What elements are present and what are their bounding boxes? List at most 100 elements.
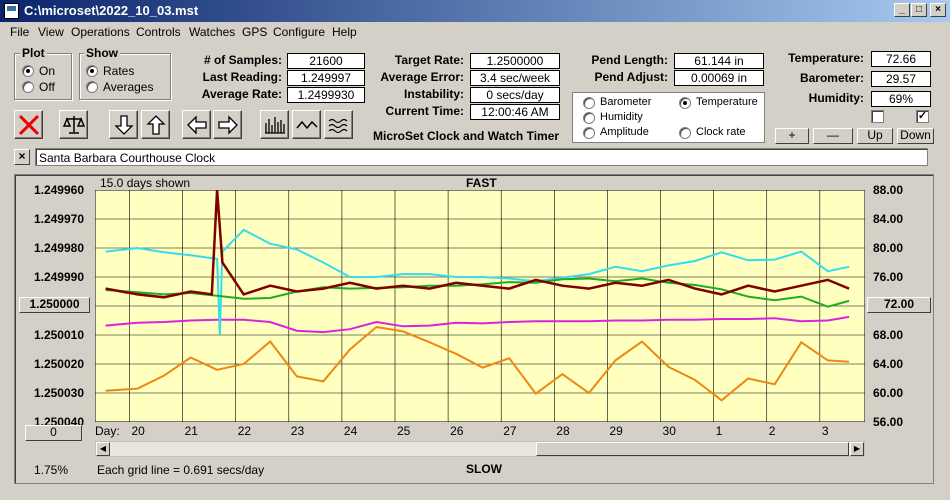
legend-humidity-radio[interactable] [583, 112, 595, 124]
right-axis-tick-label: 60.00 [873, 386, 904, 400]
minimize-button[interactable]: _ [894, 3, 910, 17]
barometer-field: 29.57 [871, 71, 931, 87]
target-rate-label: Target Rate: [394, 53, 464, 67]
app-caption: MicroSet Clock and Watch Timer [373, 129, 560, 143]
scroll-thumb[interactable] [536, 442, 849, 456]
close-clock-button[interactable]: × [14, 149, 30, 165]
pend-length-label: Pend Length: [591, 53, 668, 67]
legend-temperature-radio[interactable] [679, 97, 691, 109]
down-arrow-icon [114, 115, 134, 135]
series-amplitude [105, 228, 850, 336]
legend-amplitude-label[interactable]: Amplitude [600, 126, 649, 138]
menu-view[interactable]: View [38, 25, 64, 39]
plot-group-title: Plot [20, 46, 47, 60]
left-axis-tick-label: 1.249980 [33, 241, 84, 255]
scroll-right-button[interactable] [213, 110, 242, 139]
show-averages-label[interactable]: Averages [103, 80, 154, 94]
grid-note-label: Each grid line = 0.691 secs/day [97, 463, 265, 477]
show-rates-label[interactable]: Rates [103, 64, 135, 78]
last-reading-field: 1.249997 [287, 70, 365, 86]
histogram-button[interactable] [260, 110, 289, 139]
legend-clock-rate-label[interactable]: Clock rate [696, 126, 746, 138]
x-axis-tick-label: 26 [450, 424, 464, 438]
x-axis-tick-label: 28 [556, 424, 570, 438]
plot-off-radio[interactable] [22, 81, 34, 93]
legend-box: Barometer Temperature Humidity Amplitude… [572, 92, 765, 143]
instability-label: Instability: [403, 87, 464, 101]
pend-length-field[interactable]: 61.144 in [674, 53, 764, 69]
average-error-label: Average Error: [380, 70, 464, 84]
temperature-field: 72.66 [871, 51, 931, 67]
x-axis-tick-label: 23 [290, 424, 305, 438]
series-humidity [105, 315, 850, 334]
plot-on-label[interactable]: On [39, 64, 56, 78]
plus-button[interactable]: + [775, 128, 809, 144]
scroll-down-button[interactable] [109, 110, 138, 139]
menu-watches[interactable]: Watches [189, 25, 236, 39]
minus-button[interactable]: — [813, 128, 853, 144]
barometer-label: Barometer: [799, 71, 864, 85]
day-label: Day: [95, 424, 120, 438]
up-arrow-icon [146, 115, 166, 135]
scroll-left-button[interactable] [182, 110, 211, 139]
line-plot-button[interactable] [292, 110, 321, 139]
last-reading-label: Last Reading: [202, 70, 282, 84]
target-rate-field[interactable]: 1.2500000 [470, 53, 560, 69]
legend-temperature-label[interactable]: Temperature [696, 96, 758, 108]
balance-scale-icon [62, 116, 86, 134]
scroll-left-arrow-icon[interactable]: ◀ [96, 442, 110, 456]
days-shown-label: 15.0 days shown [100, 176, 191, 190]
right-arrow-icon [218, 115, 238, 135]
right-axis-tick-label: 56.00 [873, 415, 904, 429]
show-averages-radio[interactable] [86, 81, 98, 93]
left-offset-button[interactable]: 1.250000 [19, 297, 90, 313]
right-offset-button[interactable]: 72.00 [867, 297, 931, 313]
average-rate-label: Average Rate: [201, 87, 282, 101]
show-rates-radio[interactable] [86, 65, 98, 77]
legend-amplitude-radio[interactable] [583, 127, 595, 139]
x-axis-tick-label: 22 [237, 424, 252, 438]
current-time-field: 12:00:46 AM [470, 104, 560, 120]
fast-label: FAST [466, 176, 497, 190]
wave-icon [296, 120, 318, 130]
horizontal-scrollbar[interactable]: ◀ ▶ [95, 441, 865, 457]
balance-button[interactable] [59, 110, 88, 139]
scroll-right-arrow-icon[interactable]: ▶ [850, 442, 864, 456]
series-clock-rate [105, 190, 850, 299]
plot-on-radio[interactable] [22, 65, 34, 77]
checkbox-1[interactable] [871, 110, 884, 123]
menu-help[interactable]: Help [332, 25, 357, 39]
app-icon [4, 3, 19, 19]
window-title: C:\microset\2022_10_03.mst [24, 3, 199, 18]
menu-file[interactable]: File [10, 25, 30, 39]
temperature-label: Temperature: [788, 51, 864, 65]
checkbox-2[interactable]: ✓ [916, 110, 929, 123]
menu-controls[interactable]: Controls [136, 25, 181, 39]
legend-humidity-label[interactable]: Humidity [600, 111, 643, 123]
close-window-button[interactable]: × [930, 3, 946, 17]
legend-barometer-radio[interactable] [583, 97, 595, 109]
legend-barometer-label[interactable]: Barometer [600, 96, 652, 108]
down-button[interactable]: Down [897, 128, 934, 144]
humidity-label: Humidity: [808, 91, 864, 105]
x-axis-tick-label: 30 [662, 424, 676, 438]
menu-operations[interactable]: Operations [71, 25, 130, 39]
smooth-plot-button[interactable] [324, 110, 353, 139]
clock-name-field[interactable]: Santa Barbara Courthouse Clock [35, 148, 928, 166]
right-axis-tick-label: 88.00 [873, 183, 904, 197]
maximize-button[interactable]: □ [911, 3, 927, 17]
x-axis-tick-label: 1 [715, 424, 723, 438]
scroll-up-button[interactable] [141, 110, 170, 139]
left-axis-tick-label: 1.250030 [33, 386, 84, 400]
x-axis-tick-label: 29 [609, 424, 623, 438]
up-button[interactable]: Up [857, 128, 893, 144]
zero-button[interactable]: 0 [25, 425, 82, 441]
left-axis-tick-label: 1.249990 [33, 270, 84, 284]
clear-button[interactable] [14, 110, 43, 139]
menu-configure[interactable]: Configure [273, 25, 326, 39]
left-axis-tick-label: 1.250010 [33, 328, 84, 342]
x-axis-tick-label: 3 [821, 424, 829, 438]
plot-off-label[interactable]: Off [39, 80, 55, 94]
menu-gps[interactable]: GPS [242, 25, 268, 39]
legend-clock-rate-radio[interactable] [679, 127, 691, 139]
